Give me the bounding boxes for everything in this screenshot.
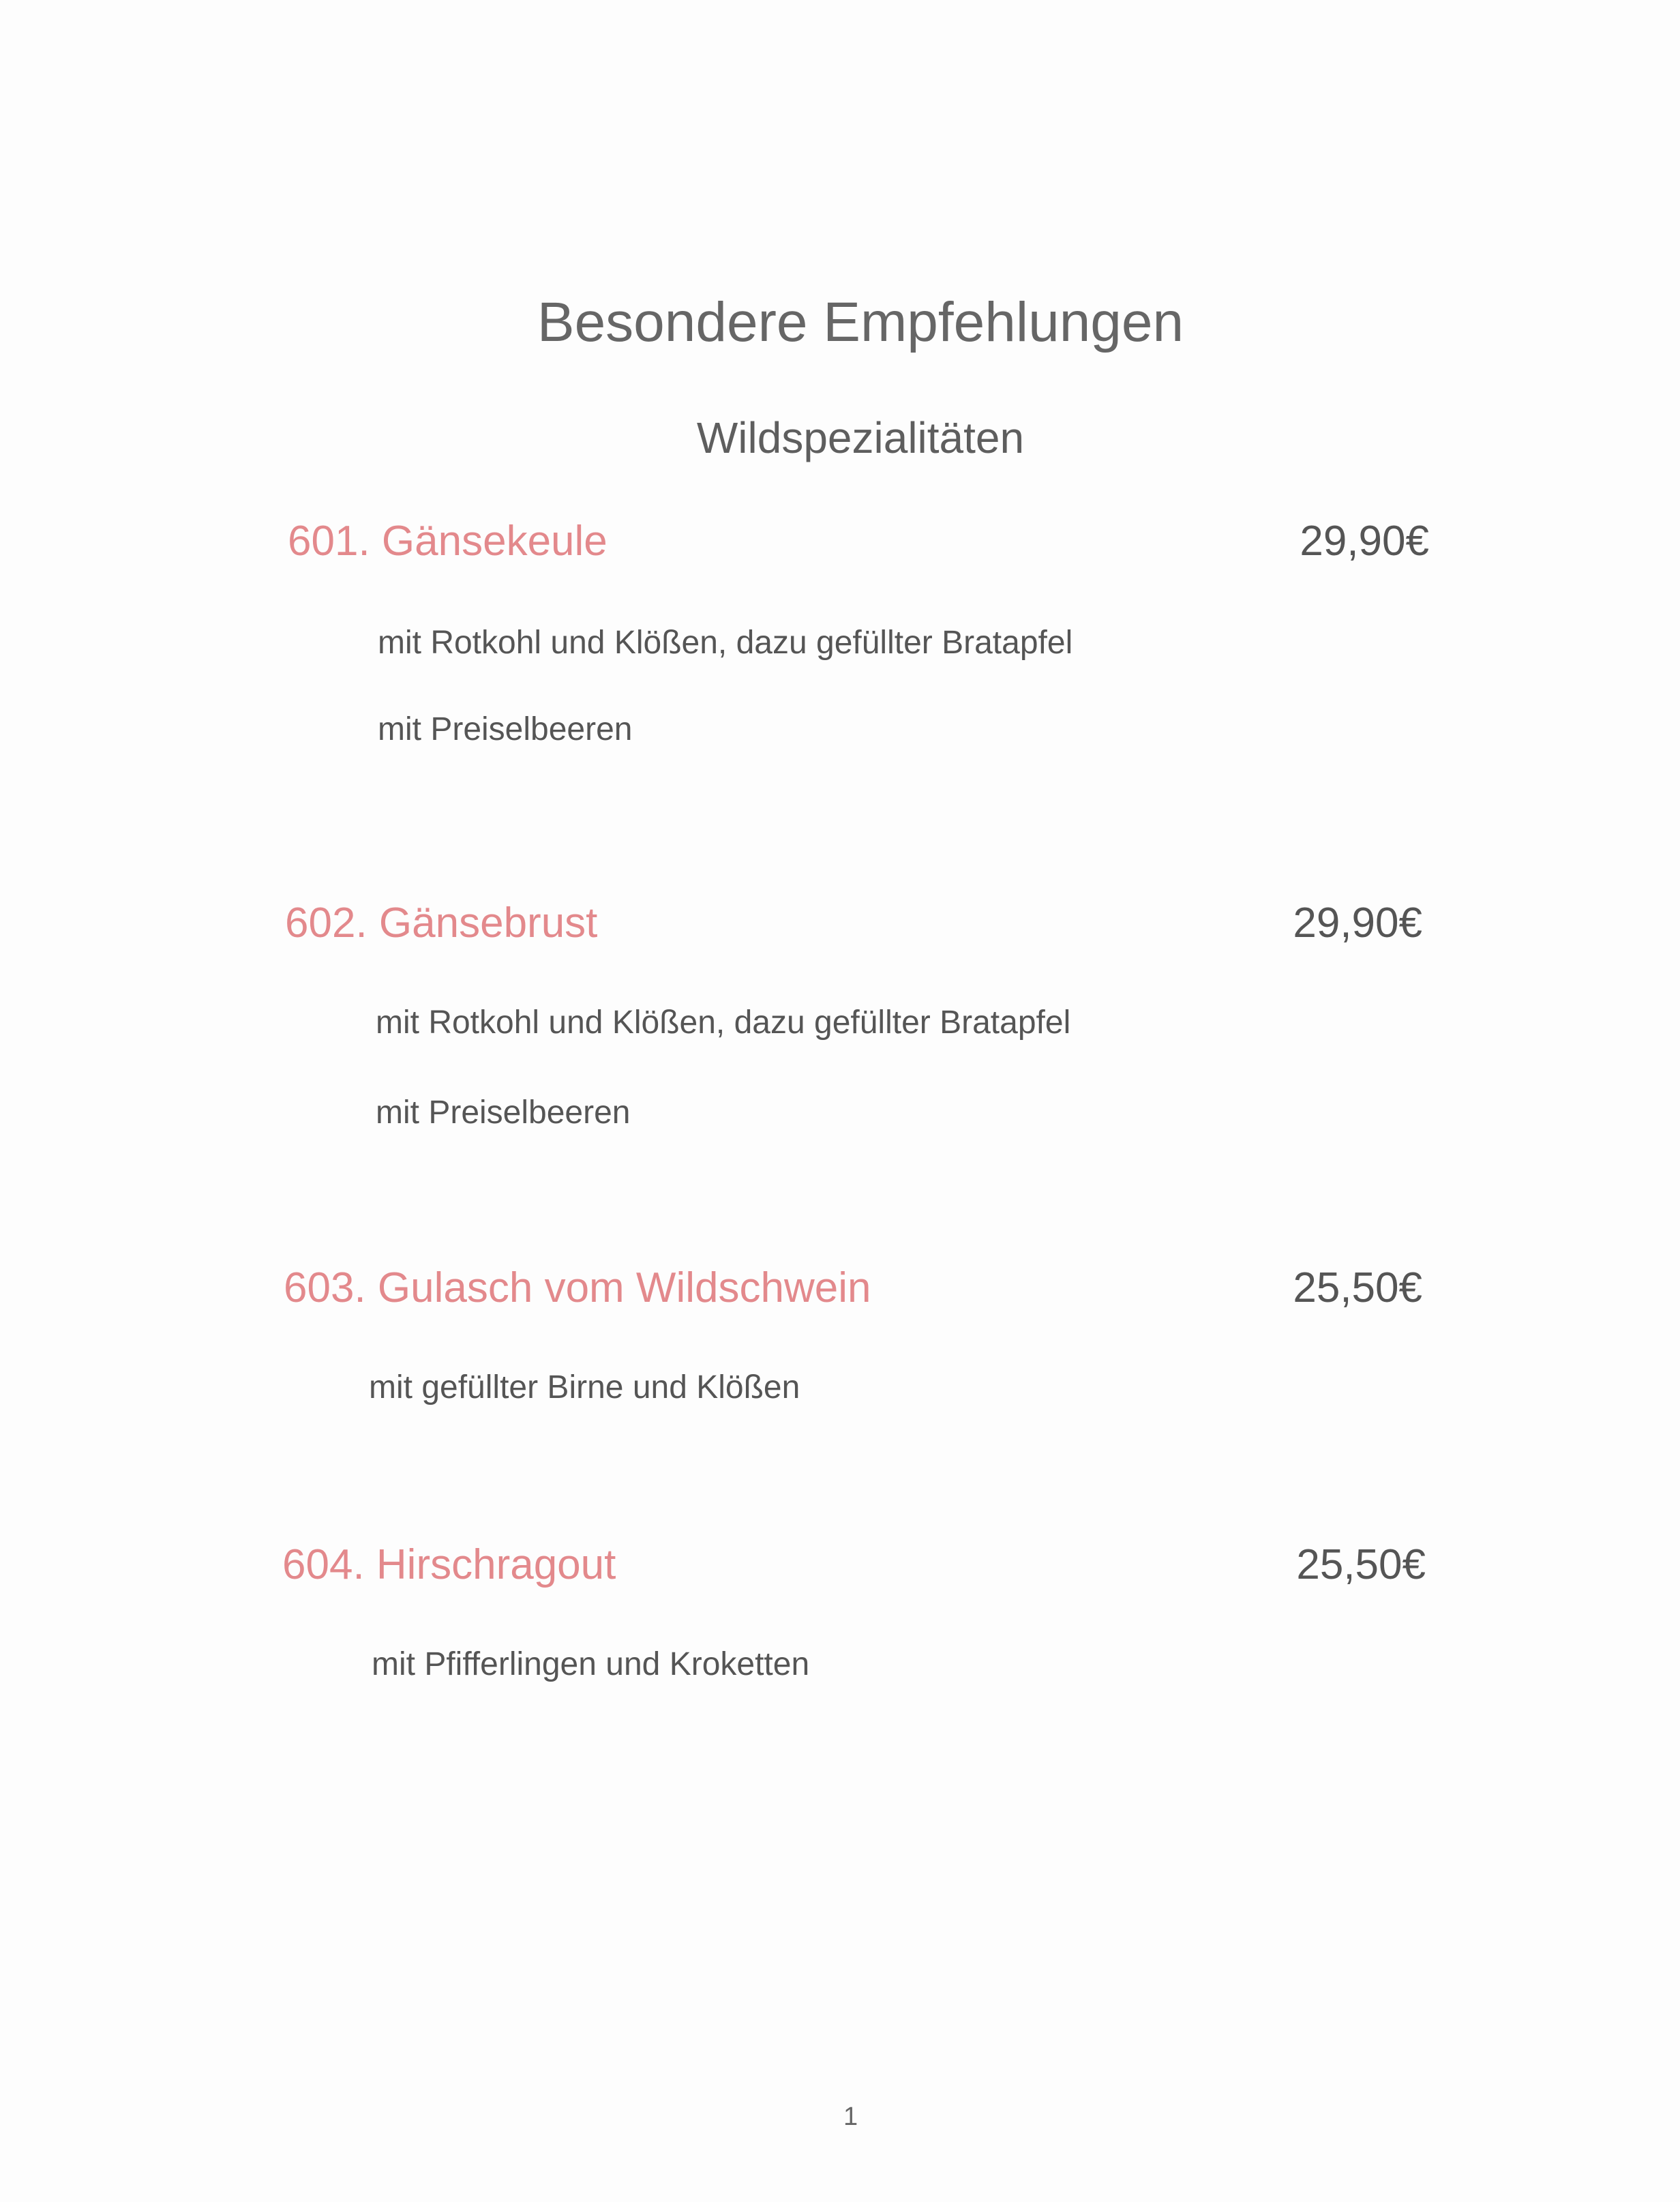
item-name: 602. Gänsebrust [285, 899, 598, 947]
item-price: 25,50€ [1296, 1541, 1426, 1588]
item-description: mit Rotkohl und Klößen, dazu gefüllter B… [378, 625, 1073, 661]
page-title: Besondere Empfehlungen [537, 291, 1184, 353]
item-price: 25,50€ [1293, 1264, 1422, 1311]
item-name: 604. Hirschragout [282, 1541, 616, 1588]
item-description: mit Preiselbeeren [378, 711, 633, 747]
item-name: 601. Gänsekeule [288, 518, 608, 565]
page-number: 1 [843, 2102, 858, 2131]
section-subtitle: Wildspezialitäten [696, 413, 1025, 462]
item-price: 29,90€ [1293, 899, 1422, 947]
item-description: mit Pfifferlingen und Kroketten [372, 1646, 810, 1682]
item-description: mit Rotkohl und Klößen, dazu gefüllter B… [376, 1005, 1071, 1041]
item-name: 603. Gulasch vom Wildschwein [284, 1264, 871, 1311]
item-description: mit Preiselbeeren [376, 1095, 631, 1131]
item-price: 29,90€ [1300, 518, 1429, 565]
item-description: mit gefüllter Birne und Klößen [369, 1369, 800, 1405]
